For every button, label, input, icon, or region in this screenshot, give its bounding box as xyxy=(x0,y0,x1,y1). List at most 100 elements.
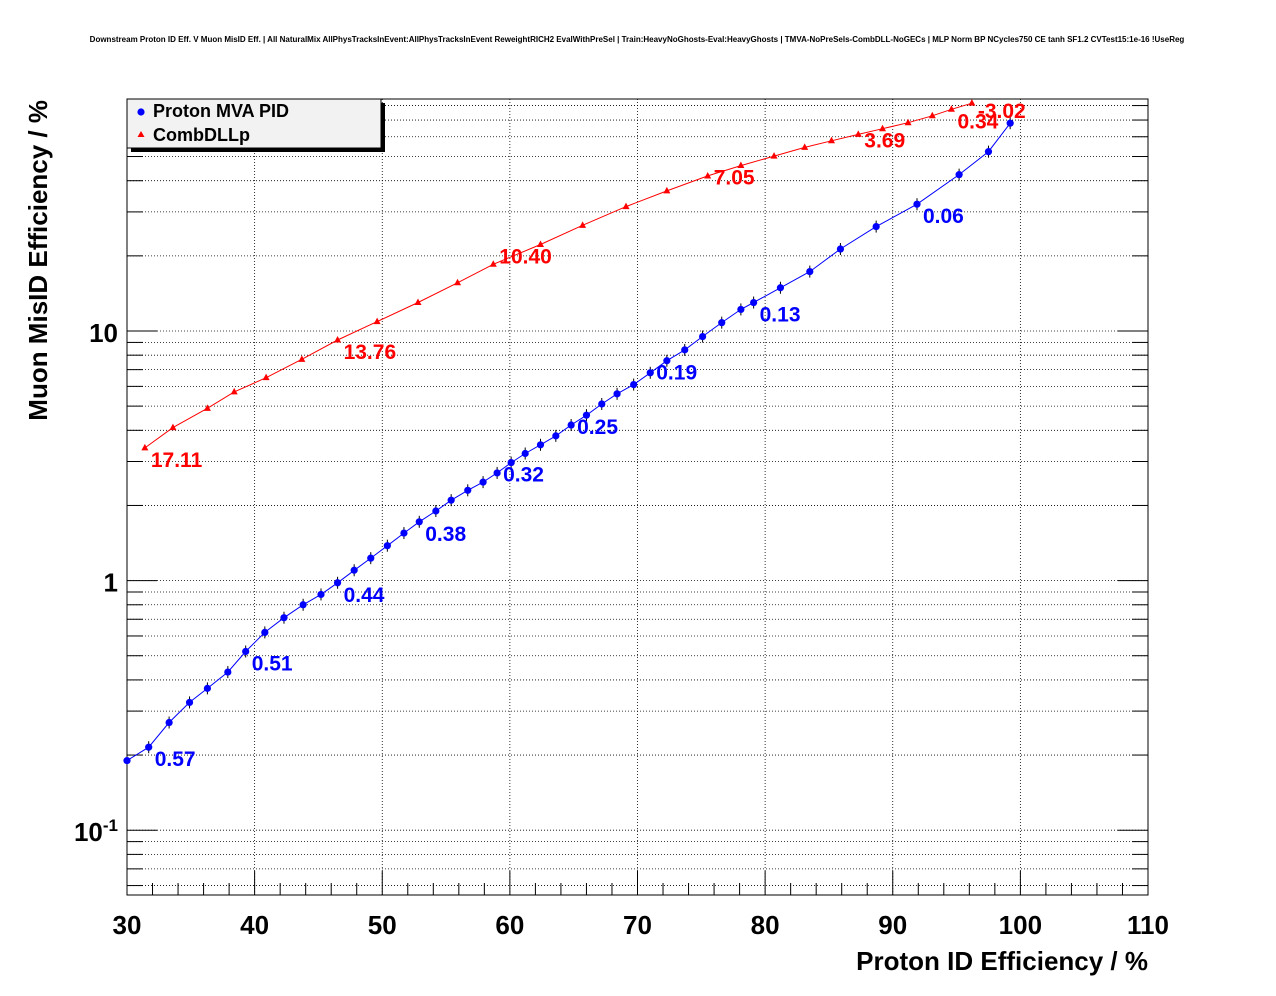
data-point xyxy=(298,355,306,362)
series-layer xyxy=(123,99,1014,767)
legend: Proton MVA PID CombDLLp xyxy=(126,98,385,152)
data-point xyxy=(280,614,288,622)
data-point xyxy=(750,298,758,307)
x-tick-label: 60 xyxy=(495,910,524,940)
data-label: 3.69 xyxy=(864,130,905,153)
chart-title: Downstream Proton ID Eff. V Muon MisID E… xyxy=(90,35,1185,44)
data-label: 0.06 xyxy=(923,205,964,228)
data-point xyxy=(718,319,726,327)
data-point xyxy=(262,373,270,381)
data-point xyxy=(521,449,529,458)
data-point xyxy=(1006,119,1014,127)
data-point xyxy=(536,441,545,449)
data-point xyxy=(681,346,689,354)
x-tick-label: 50 xyxy=(368,910,397,940)
data-point xyxy=(737,305,745,314)
data-point xyxy=(663,186,671,194)
data-point xyxy=(854,130,862,137)
data-point xyxy=(801,143,809,150)
x-tick-label: 110 xyxy=(1127,910,1169,940)
data-point xyxy=(123,757,131,765)
legend-marker-proton-mva-pid xyxy=(137,108,145,116)
data-point xyxy=(928,111,936,119)
data-point xyxy=(414,298,422,306)
data-label: 0.51 xyxy=(252,652,293,675)
data-point xyxy=(203,684,212,692)
data-point xyxy=(464,486,472,494)
data-point xyxy=(622,202,630,210)
data-label: 0.44 xyxy=(344,584,385,607)
data-point xyxy=(579,221,587,228)
data-point xyxy=(613,390,621,398)
data-point xyxy=(299,601,307,609)
data-point xyxy=(165,718,173,727)
x-tick-label: 30 xyxy=(113,910,142,940)
data-point xyxy=(507,458,515,467)
y-axis-ticks: 10-1 1 10 xyxy=(74,105,1148,887)
data-point xyxy=(141,443,149,451)
data-label: 0.38 xyxy=(425,523,466,546)
y-tick-label: 1 xyxy=(104,568,118,598)
data-point xyxy=(493,469,501,477)
data-point xyxy=(770,152,778,159)
x-tick-label: 90 xyxy=(878,910,907,940)
grid-lines xyxy=(127,99,1148,895)
data-point xyxy=(383,542,391,550)
data-point xyxy=(333,579,342,587)
data-point xyxy=(432,507,440,515)
data-point xyxy=(373,317,381,325)
data-point xyxy=(224,668,232,676)
series-line-combdllp xyxy=(144,102,973,449)
data-label: 17.11 xyxy=(151,449,203,472)
data-point xyxy=(947,105,955,112)
y-tick-label: 10-1 xyxy=(74,816,118,847)
data-point xyxy=(872,222,880,231)
data-point xyxy=(984,148,993,156)
data-label: 0.19 xyxy=(656,362,697,385)
data-point xyxy=(479,478,487,486)
data-point xyxy=(567,421,575,429)
data-point xyxy=(261,628,269,637)
data-label: 0.13 xyxy=(760,304,801,327)
legend-marker-combdllp xyxy=(137,131,145,137)
series-line-proton-mva-pid xyxy=(126,122,1011,762)
data-point xyxy=(489,260,497,267)
data-label: 0.57 xyxy=(155,748,196,771)
x-axis-ticks: 30 40 50 60 70 80 90 100 110 xyxy=(113,871,1169,940)
data-point xyxy=(806,267,814,276)
data-point xyxy=(334,336,342,343)
data-label: 0.25 xyxy=(577,416,618,439)
data-point xyxy=(827,136,835,144)
data-point xyxy=(663,357,671,365)
data-point xyxy=(836,245,845,253)
data-point xyxy=(400,529,408,537)
data-point xyxy=(447,496,455,504)
x-tick-label: 100 xyxy=(999,910,1042,940)
data-label: -3.02 xyxy=(978,100,1026,123)
data-label: 7.05 xyxy=(714,167,755,190)
data-point xyxy=(955,171,963,179)
data-point xyxy=(776,284,785,292)
y-axis-title: Muon MisID Efficiency / % xyxy=(23,100,53,421)
data-point xyxy=(242,647,250,656)
data-label: 0.34 xyxy=(957,110,998,133)
data-point xyxy=(704,171,712,179)
data-point xyxy=(230,387,238,395)
plot-frame xyxy=(126,98,1149,896)
data-label: 0.32 xyxy=(503,464,544,487)
data-label: 10.40 xyxy=(499,246,552,269)
legend-label-combdllp: CombDLLp xyxy=(153,125,250,145)
data-point xyxy=(454,278,462,286)
data-point xyxy=(350,566,358,574)
data-point xyxy=(598,400,606,408)
data-point xyxy=(904,118,912,126)
data-point xyxy=(317,590,325,599)
legend-label-proton-mva-pid: Proton MVA PID xyxy=(153,101,289,121)
data-point xyxy=(968,99,976,106)
data-point xyxy=(367,554,375,562)
data-point xyxy=(185,698,194,707)
data-point xyxy=(537,240,545,248)
data-point xyxy=(630,380,638,389)
data-point xyxy=(737,161,745,169)
